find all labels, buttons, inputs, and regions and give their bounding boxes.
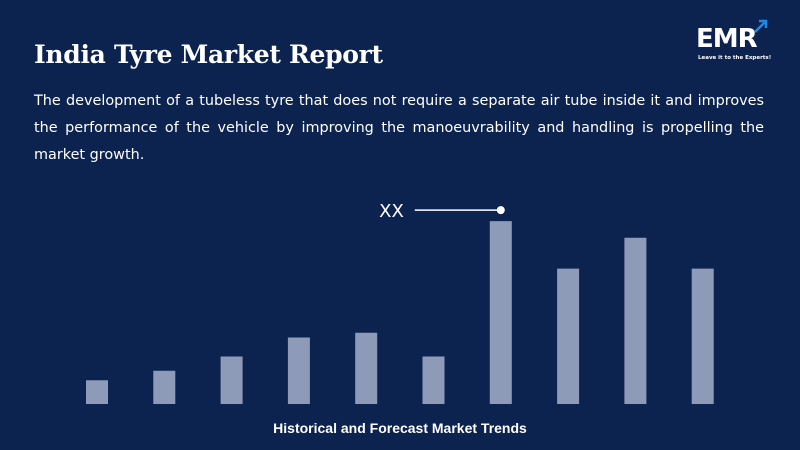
annotation-dot [496, 206, 505, 215]
x-axis-label: Historical and Forecast Market Trends [273, 420, 527, 436]
arrow-up-right-icon [754, 19, 768, 33]
annotation-label: XX [379, 201, 404, 222]
logo-tagline: Leave it to the Experts! [698, 55, 772, 61]
bar-3 [220, 356, 243, 404]
bar-4 [287, 337, 310, 404]
bar-5 [355, 332, 378, 404]
bar-2 [153, 370, 176, 404]
bar-7 [489, 221, 512, 404]
bar-9 [624, 237, 647, 404]
bar-chart: XX [86, 201, 714, 404]
emr-logo: EMR Leave it to the Experts! [690, 18, 776, 66]
report-title: India Tyre Market Report [34, 40, 383, 69]
report-description: The development of a tubeless tyre that … [34, 93, 764, 163]
bar-8 [557, 268, 580, 404]
bar-6 [422, 356, 445, 404]
bar-10 [691, 268, 714, 404]
logo-text: EMR [696, 24, 758, 54]
bar-1 [86, 380, 108, 404]
